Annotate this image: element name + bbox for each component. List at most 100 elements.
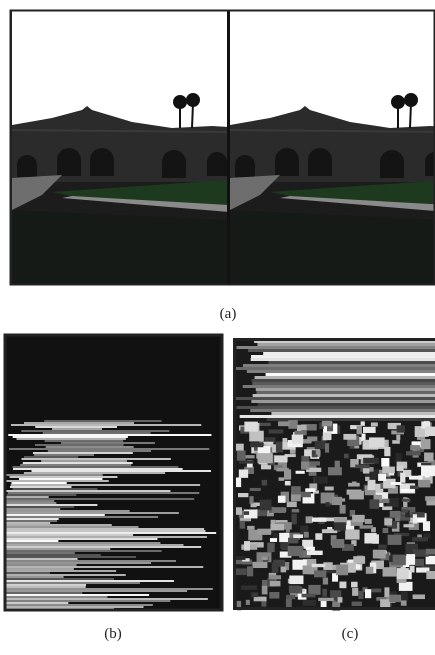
texture [415, 559, 424, 566]
texture [24, 456, 78, 458]
texture [249, 496, 253, 504]
texture [425, 427, 435, 436]
texture [248, 349, 435, 352]
texture [255, 376, 435, 379]
texture [412, 537, 428, 541]
texture [5, 602, 68, 604]
texture [10, 476, 118, 478]
texture [238, 493, 248, 497]
texture [237, 450, 246, 460]
texture [250, 442, 263, 447]
texture [243, 385, 435, 388]
texture [267, 543, 275, 552]
texture [353, 556, 365, 564]
texture [5, 594, 149, 596]
texture [237, 406, 435, 409]
texture [293, 534, 303, 538]
texture [365, 477, 369, 481]
texture [5, 508, 60, 510]
texture [10, 486, 72, 488]
texture [269, 361, 435, 364]
texture [5, 498, 194, 500]
texture [325, 486, 334, 490]
texture [5, 520, 57, 522]
texture [349, 491, 364, 500]
texture [254, 597, 267, 602]
texture [378, 545, 387, 549]
texture [332, 539, 344, 548]
texture [5, 592, 82, 594]
texture [323, 432, 332, 440]
texture [278, 421, 290, 426]
texture [262, 480, 267, 486]
texture [384, 447, 390, 456]
texture [5, 522, 50, 524]
texture [270, 524, 284, 530]
texture [406, 554, 415, 565]
texture [266, 373, 435, 376]
texture [352, 515, 365, 522]
texture [288, 420, 297, 429]
texture [297, 425, 306, 430]
texture [5, 584, 86, 586]
texture [413, 514, 417, 523]
texture [305, 488, 315, 492]
texture [352, 602, 362, 606]
texture [252, 382, 435, 385]
texture [8, 434, 211, 436]
texture [5, 528, 204, 530]
texture [401, 509, 408, 512]
texture [315, 533, 322, 540]
texture [388, 535, 402, 545]
texture [322, 421, 332, 426]
texture [410, 445, 420, 450]
texture [410, 486, 419, 489]
texture [251, 592, 258, 597]
texture [287, 502, 297, 507]
texture [5, 570, 116, 572]
texture [19, 478, 102, 480]
texture [301, 462, 309, 470]
texture [20, 464, 131, 466]
texture [46, 446, 134, 448]
texture [269, 575, 281, 579]
texture [239, 469, 248, 477]
texture [5, 500, 54, 502]
texture [281, 567, 287, 573]
texture [417, 535, 422, 538]
texture [418, 480, 430, 487]
texture [355, 465, 369, 469]
texture [344, 454, 349, 459]
texture [5, 512, 179, 514]
texture [363, 427, 376, 433]
texture [384, 587, 389, 596]
texture [421, 439, 431, 449]
texture [426, 556, 435, 565]
texture [251, 504, 257, 508]
texture [426, 571, 435, 579]
texture [402, 499, 411, 502]
texture [24, 422, 134, 424]
texture [396, 466, 403, 471]
texture [271, 412, 435, 415]
texture [401, 591, 408, 600]
texture [352, 588, 358, 596]
texture [5, 540, 58, 542]
texture [7, 494, 77, 496]
texture [369, 437, 385, 447]
texture [396, 453, 402, 462]
texture [328, 467, 342, 475]
texture [334, 522, 346, 530]
texture [251, 358, 435, 361]
texture [396, 435, 400, 441]
texture [257, 343, 435, 346]
texture [401, 489, 415, 492]
texture [247, 526, 254, 530]
texture [5, 564, 77, 566]
texture [33, 452, 133, 454]
texture [274, 455, 287, 462]
texture [250, 488, 261, 491]
texture [400, 473, 405, 483]
texture [5, 480, 109, 482]
texture [269, 592, 279, 599]
